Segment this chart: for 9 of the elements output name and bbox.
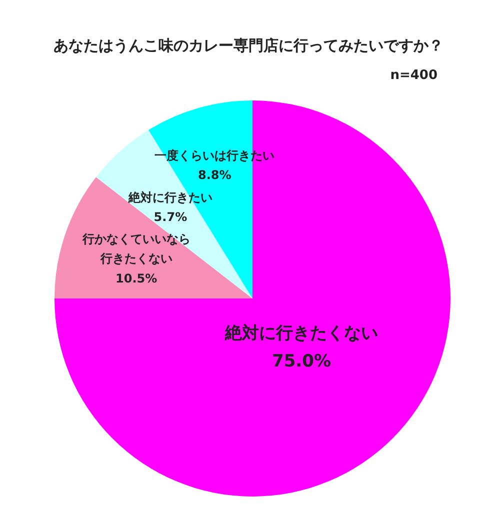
data-label: 8.8% (198, 168, 232, 182)
text: n=400 (390, 68, 438, 83)
data-label: 10.5% (116, 272, 158, 286)
chart-title: あなたはうんこ味のカレー専門店に行ってみたいですか？ (54, 36, 444, 54)
slice-label: 絶対に行きたくない (224, 323, 378, 344)
data-label: 5.7% (154, 210, 188, 224)
slice-label: 絶対に行きたい (127, 190, 212, 204)
data-label: 75.0% (272, 352, 331, 372)
slice-label: 行かなくていいなら行きたくない (81, 232, 190, 266)
